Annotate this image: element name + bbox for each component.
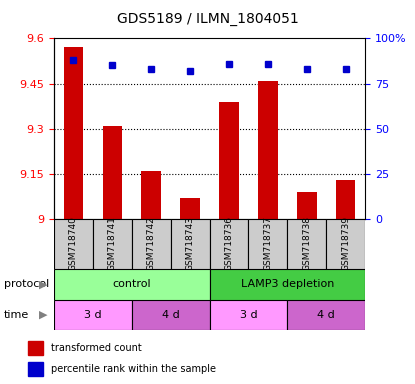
Text: ▶: ▶ [39, 310, 48, 320]
Bar [28, 341, 43, 355]
Text: time: time [4, 310, 29, 320]
FancyBboxPatch shape [287, 300, 365, 330]
Bar [336, 180, 356, 219]
Text: GSM718739: GSM718739 [341, 216, 350, 271]
FancyBboxPatch shape [132, 219, 171, 269]
FancyBboxPatch shape [326, 219, 365, 269]
Text: GSM718742: GSM718742 [147, 217, 156, 271]
FancyBboxPatch shape [54, 219, 93, 269]
FancyBboxPatch shape [54, 300, 132, 330]
Text: GSM718741: GSM718741 [108, 217, 117, 271]
Text: 3 d: 3 d [240, 310, 257, 320]
Text: 4 d: 4 d [317, 310, 335, 320]
Text: 3 d: 3 d [84, 310, 102, 320]
Text: percentile rank within the sample: percentile rank within the sample [51, 364, 216, 374]
Bar [63, 47, 83, 219]
FancyBboxPatch shape [93, 219, 132, 269]
Text: 4 d: 4 d [162, 310, 180, 320]
FancyBboxPatch shape [249, 219, 287, 269]
Text: ▶: ▶ [39, 279, 48, 289]
FancyBboxPatch shape [210, 300, 287, 330]
Text: GDS5189 / ILMN_1804051: GDS5189 / ILMN_1804051 [117, 12, 298, 25]
FancyBboxPatch shape [54, 269, 210, 300]
FancyBboxPatch shape [171, 219, 210, 269]
Text: control: control [112, 279, 151, 289]
FancyBboxPatch shape [287, 219, 326, 269]
Text: GSM718736: GSM718736 [225, 216, 234, 271]
Bar [181, 198, 200, 219]
FancyBboxPatch shape [210, 269, 365, 300]
Bar [142, 171, 161, 219]
Bar [103, 126, 122, 219]
Bar [297, 192, 317, 219]
FancyBboxPatch shape [132, 300, 210, 330]
Text: GSM718740: GSM718740 [69, 217, 78, 271]
Bar [28, 362, 43, 376]
Text: LAMP3 depletion: LAMP3 depletion [241, 279, 334, 289]
FancyBboxPatch shape [210, 219, 249, 269]
Bar [219, 101, 239, 219]
Text: GSM718743: GSM718743 [186, 217, 195, 271]
Text: protocol: protocol [4, 279, 49, 289]
Text: GSM718738: GSM718738 [303, 216, 311, 271]
Text: GSM718737: GSM718737 [264, 216, 272, 271]
Bar [258, 81, 278, 219]
Text: transformed count: transformed count [51, 343, 142, 353]
